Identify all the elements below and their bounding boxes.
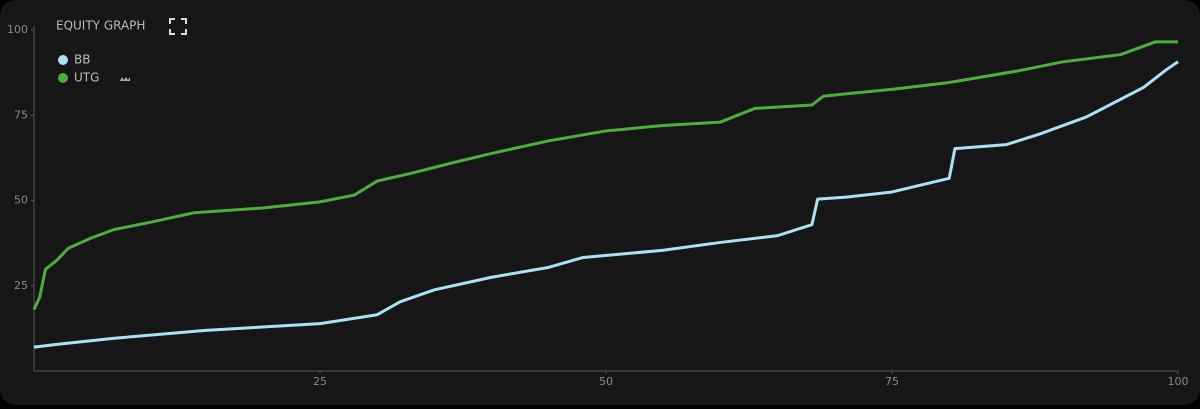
expand-icon[interactable]: [169, 18, 187, 35]
x-tick-label: 25: [313, 375, 327, 388]
crown-icon: [120, 77, 130, 81]
x-tick-label: 75: [885, 375, 899, 388]
y-tick-label: 75: [14, 108, 28, 121]
legend-label: UTG: [74, 71, 99, 85]
series-line: [32, 40, 1178, 311]
y-tick-label: 50: [14, 194, 28, 207]
legend-marker: [58, 73, 68, 83]
x-tick-label: 100: [1168, 375, 1189, 388]
y-tick-label: 25: [14, 279, 28, 292]
legend-label: BB: [74, 53, 90, 67]
x-tick-label: 50: [599, 375, 613, 388]
chart-title: EQUITY GRAPH: [56, 19, 145, 33]
legend-marker: [58, 55, 68, 65]
series-line: [33, 60, 1179, 349]
expand-icon-path[interactable]: [169, 18, 187, 35]
y-tick-label: 100: [7, 23, 28, 36]
